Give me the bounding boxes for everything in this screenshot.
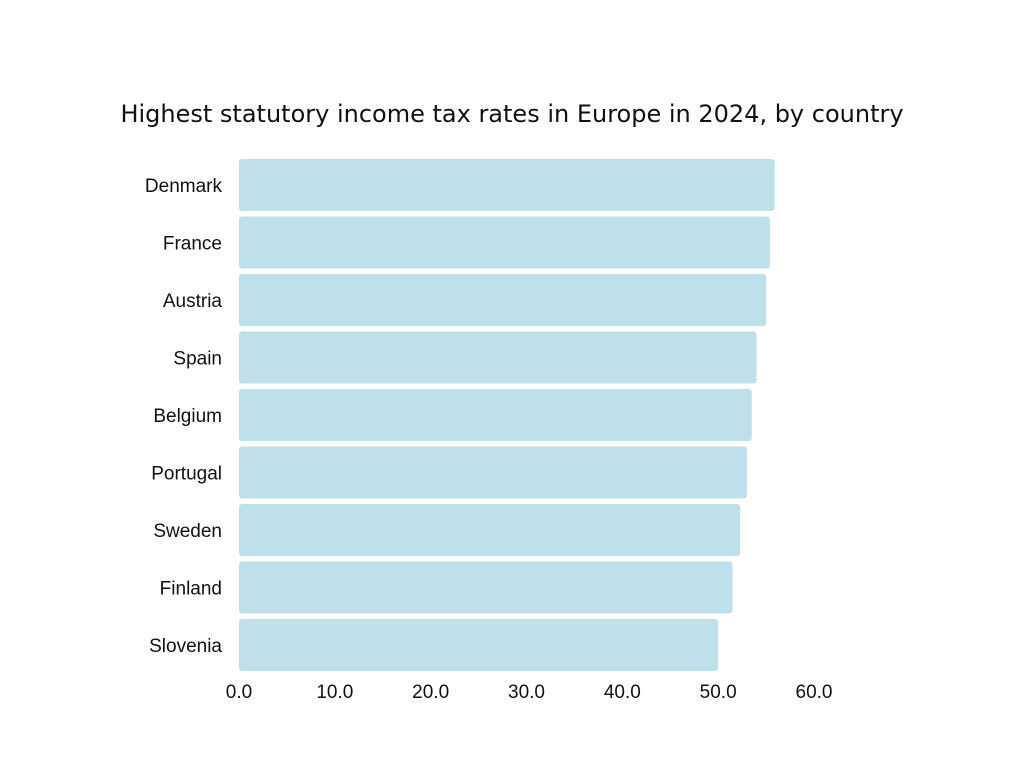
category-label: Belgium — [153, 406, 222, 427]
x-tick-label: 60.0 — [796, 682, 833, 703]
bar-spain — [239, 331, 757, 384]
x-tick-label: 10.0 — [316, 682, 353, 703]
bar-portugal — [239, 446, 747, 499]
x-tick-label: 20.0 — [412, 682, 449, 703]
category-label: Austria — [163, 291, 223, 312]
bar-belgium — [239, 389, 752, 441]
bar-finland — [239, 561, 733, 614]
bar-france — [239, 216, 770, 269]
category-label: France — [163, 234, 222, 255]
bar-slovenia — [239, 619, 719, 671]
x-tick-label: 40.0 — [604, 682, 641, 703]
category-label: Spain — [173, 349, 222, 370]
category-label: Finland — [160, 579, 222, 600]
bar-austria — [239, 274, 767, 326]
chart-title: Highest statutory income tax rates in Eu… — [120, 100, 903, 128]
category-label: Sweden — [153, 521, 222, 542]
bar-sweden — [239, 504, 741, 556]
x-tick-label: 50.0 — [700, 682, 737, 703]
bar-denmark — [239, 159, 775, 211]
category-label: Portugal — [151, 464, 222, 485]
category-label: Denmark — [145, 176, 223, 197]
category-label: Slovenia — [149, 636, 222, 657]
x-tick-label: 0.0 — [226, 682, 252, 703]
x-tick-label: 30.0 — [508, 682, 545, 703]
